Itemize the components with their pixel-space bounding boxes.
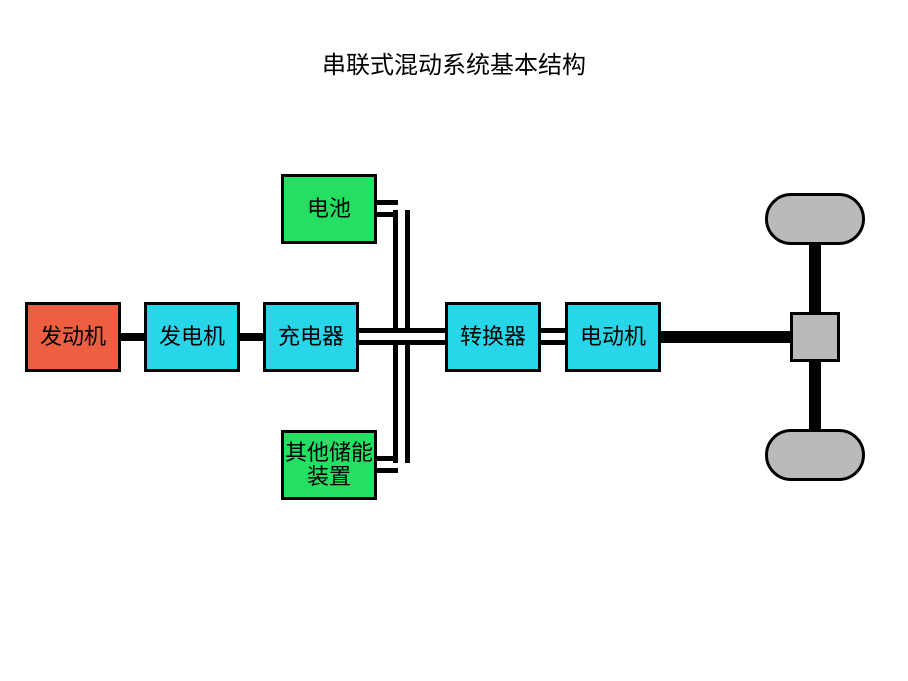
node-charger: 充电器 [263,302,359,372]
node-storage: 其他储能装置 [281,430,377,500]
wheel-top [765,193,865,245]
wheel-bottom [765,429,865,481]
node-engine: 发动机 [25,302,121,372]
node-inverter-label: 转换器 [460,325,526,349]
node-generator: 发电机 [144,302,240,372]
node-engine-label: 发动机 [40,325,106,349]
axle-motor-diff [658,331,798,343]
conn-battery-h [374,200,398,217]
differential [790,312,840,362]
conn-storage-h [374,456,398,473]
node-motor-label: 电动机 [580,325,646,349]
node-storage-label: 其他储能装置 [284,441,374,489]
node-battery: 电池 [281,174,377,244]
conn-storage-bus [393,340,410,463]
node-motor: 电动机 [565,302,661,372]
node-inverter: 转换器 [445,302,541,372]
node-charger-label: 充电器 [278,325,344,349]
conn-battery-bus [393,210,410,333]
node-battery-label: 电池 [307,197,351,221]
node-generator-label: 发电机 [159,325,225,349]
diagram-title: 串联式混动系统基本结构 [0,45,908,80]
